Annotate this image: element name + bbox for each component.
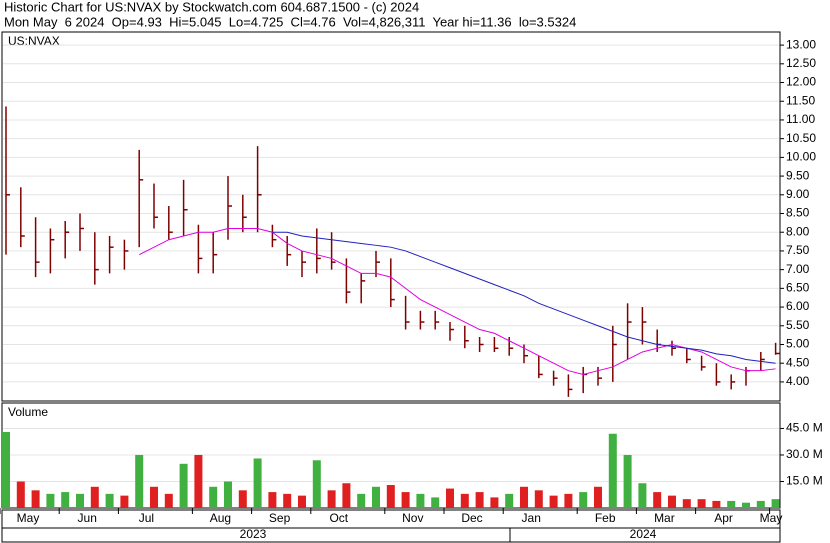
x-tick-label: Jun: [78, 511, 97, 525]
volume-bar: [475, 492, 484, 508]
price-panel: [1, 31, 781, 402]
y-tick-label: 10.00: [786, 150, 816, 164]
volume-bar: [431, 497, 440, 508]
x-tick-label: Jul: [139, 511, 154, 525]
volume-bar: [150, 486, 158, 508]
volume-bar: [742, 502, 750, 508]
volume-bar: [164, 493, 173, 508]
moving-average: [272, 231, 776, 364]
x-tick-label: Dec: [461, 511, 482, 525]
volume-bar: [105, 493, 114, 508]
volume-bar: [120, 495, 129, 508]
x-tick-label: Nov: [402, 511, 423, 525]
volume-bar: [46, 493, 55, 508]
volume-bar: [31, 490, 40, 508]
volume-bar: [682, 499, 691, 508]
volume-bar: [342, 483, 351, 508]
volume-bar: [283, 493, 292, 508]
volume-bar: [564, 493, 573, 508]
volume-bar: [712, 500, 721, 508]
volume-bar: [194, 454, 203, 508]
y-tick-label: 7.00: [786, 262, 810, 276]
volume-bar: [312, 460, 321, 508]
volume-bar: [179, 463, 188, 508]
y-tick-label: 5.50: [786, 318, 810, 332]
volume-bar: [668, 495, 676, 508]
volume-bar: [327, 490, 336, 508]
volume-bar: [534, 490, 543, 508]
volume-bar: [623, 454, 632, 508]
volume-bar: [238, 490, 247, 508]
volume-bar: [372, 486, 380, 508]
y-tick-label: 6.00: [786, 299, 810, 313]
y-tick-label: 13.00: [786, 37, 816, 51]
x-tick-label: Sep: [269, 511, 291, 525]
y-tick-label: 7.50: [786, 243, 810, 257]
y-tick-label: 11.00: [786, 112, 815, 126]
volume-bar: [490, 497, 499, 508]
y-tick-label: 9.00: [786, 187, 810, 201]
volume-bar: [416, 493, 425, 508]
y-tick-label: 8.00: [786, 224, 810, 238]
volume-bar: [209, 486, 218, 508]
x-tick-label: May: [760, 511, 783, 525]
y-tick-label: 4.00: [786, 374, 810, 388]
volume-bar: [697, 499, 706, 508]
volume-bar: [446, 488, 454, 508]
volume-bar: [727, 500, 736, 508]
volume-bar: [253, 458, 262, 508]
volume-bar: [505, 493, 514, 508]
y-tick-label: 12.50: [786, 56, 816, 70]
volume-bar: [298, 495, 306, 508]
x-tick-label: Aug: [210, 511, 231, 525]
volume-bar: [16, 481, 25, 508]
volume-bar: [224, 481, 232, 508]
volume-bar: [608, 433, 617, 508]
x-tick-label: Jan: [522, 511, 541, 525]
y-tick-label: 8.50: [786, 206, 810, 220]
x-tick-label: Oct: [329, 511, 348, 525]
y-tick-label: 9.50: [786, 168, 810, 182]
volume-bar: [386, 485, 395, 508]
volume-bar: [61, 492, 70, 508]
volume-bar: [76, 493, 84, 508]
header-quote: Mon May 6 2024 Op=4.93 Hi=5.045 Lo=4.725…: [4, 14, 576, 29]
x-tick-label: Feb: [595, 511, 616, 525]
volume-bar: [460, 493, 469, 508]
volume-bar: [90, 486, 99, 508]
volume-bar: [771, 499, 780, 508]
y-tick-label: 6.50: [786, 281, 810, 295]
y-tick-label: 4.50: [786, 355, 810, 369]
y-tick-label: 30.0 M: [786, 447, 823, 461]
y-tick-label: 11.50: [786, 93, 815, 107]
volume-bar: [653, 492, 662, 508]
volume-bar: [756, 500, 765, 508]
volume-bar: [2, 431, 10, 508]
volume-bar: [549, 495, 558, 508]
volume-bar: [268, 492, 277, 508]
moving-average: [138, 227, 776, 375]
volume-bar: [135, 454, 144, 508]
price-label: US:NVAX: [8, 34, 60, 48]
y-tick-label: 45.0 M: [786, 421, 823, 435]
y-tick-label: 5.00: [786, 337, 810, 351]
x-tick-label: Apr: [714, 511, 733, 525]
year-row: [1, 527, 781, 543]
year-label: 2023: [240, 527, 267, 541]
volume-bar: [594, 486, 602, 508]
volume-bar: [579, 492, 588, 508]
header-title: Historic Chart for US:NVAX by Stockwatch…: [4, 0, 419, 14]
x-tick-label: May: [17, 511, 40, 525]
y-tick-label: 15.0 M: [786, 474, 823, 488]
year-label: 2024: [630, 527, 657, 541]
volume-bar: [520, 486, 528, 508]
volume-label: Volume: [8, 405, 48, 419]
y-tick-label: 12.00: [786, 75, 816, 89]
x-tick-label: Mar: [654, 511, 675, 525]
volume-bar: [401, 492, 410, 508]
y-tick-label: 10.50: [786, 131, 816, 145]
volume-bar: [357, 493, 366, 508]
volume-bar: [638, 483, 647, 508]
